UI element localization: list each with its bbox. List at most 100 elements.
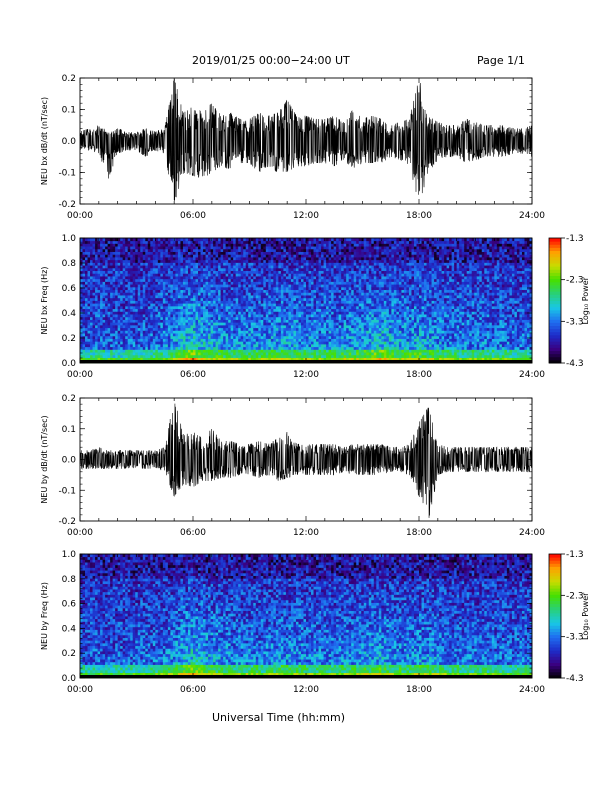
spectrogram-cell (265, 305, 269, 310)
spectrogram-cell (253, 278, 257, 282)
spectrogram-cell (311, 259, 314, 263)
spectrogram-cell (336, 305, 340, 310)
spectrogram-cell (162, 248, 166, 252)
spectrogram-cell (130, 303, 134, 307)
spectrogram-cell (290, 335, 294, 339)
spectrogram-cell (253, 286, 257, 291)
spectrogram-cell (260, 254, 264, 258)
spectrogram-cell (185, 303, 189, 307)
spectrogram-cell (331, 349, 335, 353)
spectrogram-cell (210, 259, 214, 263)
spectrogram-cell (263, 243, 267, 247)
spectrogram-cell (225, 346, 229, 350)
spectrogram-cell (112, 240, 116, 244)
spectrogram-cell (298, 251, 302, 255)
spectrogram-cell (203, 316, 206, 320)
spectrogram-cell (278, 254, 282, 258)
spectrogram-cell (85, 289, 88, 293)
spectrogram-cell (97, 246, 101, 250)
spectrogram-cell (170, 270, 174, 274)
spectrogram-cell (180, 338, 184, 342)
spectrogram-cell (323, 295, 327, 299)
spectrogram-cell (228, 270, 232, 274)
spectrogram-cell (165, 251, 169, 255)
spectrogram-cell (142, 341, 146, 345)
spectrogram-cell (182, 335, 186, 339)
spectrogram-cell (125, 346, 129, 350)
spectrogram-cell (321, 349, 324, 353)
spectrogram-cell (306, 281, 309, 285)
spectrogram-cell (132, 333, 136, 337)
spectrogram-cell (270, 248, 274, 252)
spectrogram-cell (300, 254, 304, 258)
spectrogram-cell (80, 276, 83, 280)
spectrogram-cell (278, 246, 282, 250)
spectrogram-cell (223, 327, 227, 331)
spectrogram-cell (140, 292, 144, 296)
spectrogram-cell (182, 319, 186, 323)
spectrogram-cell (326, 278, 329, 282)
spectrogram-cell (195, 314, 199, 318)
spectrogram-cell (290, 303, 294, 307)
spectrogram-cell (285, 292, 289, 296)
spectrogram-cell (203, 352, 206, 356)
spectrogram-cell (248, 346, 252, 350)
spectrogram-cell (170, 276, 174, 280)
spectrogram-cell (102, 305, 106, 310)
spectrogram-cell (127, 354, 131, 358)
spectrogram-cell (175, 278, 179, 282)
spectrogram-cell (311, 297, 314, 301)
spectrogram-cell (215, 322, 219, 326)
spectrogram-cell (290, 357, 294, 361)
spectrogram-cell (255, 308, 259, 312)
spectrogram-cell (135, 273, 139, 277)
spectrogram-cell (336, 257, 340, 261)
spectrogram-cell (172, 267, 176, 272)
spectrogram-cell (288, 354, 292, 358)
spectrogram-cell (180, 292, 184, 296)
spectrogram-cell (326, 292, 329, 296)
spectrogram-cell (343, 248, 347, 252)
spectrogram-cell (338, 316, 342, 320)
spectrogram-cell (97, 322, 101, 326)
spectrogram-cell (203, 259, 206, 263)
spectrogram-cell (311, 238, 314, 242)
spectrogram-cell (82, 303, 86, 307)
spectrogram-cell (290, 352, 294, 356)
spectrogram-cell (130, 297, 134, 301)
spectrogram-cell (172, 292, 176, 296)
spectrogram-cell (245, 327, 249, 331)
spectrogram-cell (318, 311, 322, 315)
spectrogram-cell (220, 286, 224, 291)
spectrogram-cell (273, 267, 277, 272)
spectrogram-cell (120, 270, 124, 274)
spectrogram-cell (260, 346, 264, 350)
spectrogram-cell (235, 314, 239, 318)
spectrogram-cell (218, 254, 222, 258)
spectrogram-cell (240, 300, 244, 304)
spectrogram-cell (187, 267, 191, 272)
spectrogram-cell (278, 305, 282, 310)
spectrogram-cell (115, 314, 119, 318)
spectrogram-cell (180, 257, 184, 261)
spectrogram-cell (112, 295, 116, 299)
spectrogram-cell (157, 327, 161, 331)
spectrogram-cell (157, 314, 161, 318)
spectrogram-cell (187, 330, 191, 334)
spectrogram-cell (193, 338, 196, 342)
spectrogram-cell (80, 262, 83, 266)
spectrogram-cell (235, 295, 239, 299)
spectrogram-cell (152, 352, 156, 356)
spectrogram-cell (160, 240, 164, 244)
spectrogram-cell (263, 259, 267, 263)
spectrogram-cell (185, 357, 189, 361)
spectrogram-cell (92, 286, 96, 291)
spectrogram-cell (210, 300, 214, 304)
spectrogram-cell (306, 333, 309, 337)
spectrogram-cell (122, 343, 126, 348)
spectrogram-cell (185, 265, 189, 269)
spectrogram-cell (127, 314, 131, 318)
spectrogram-cell (150, 300, 154, 304)
spectrogram-cell (170, 248, 174, 252)
spectrogram-cell (85, 281, 88, 285)
